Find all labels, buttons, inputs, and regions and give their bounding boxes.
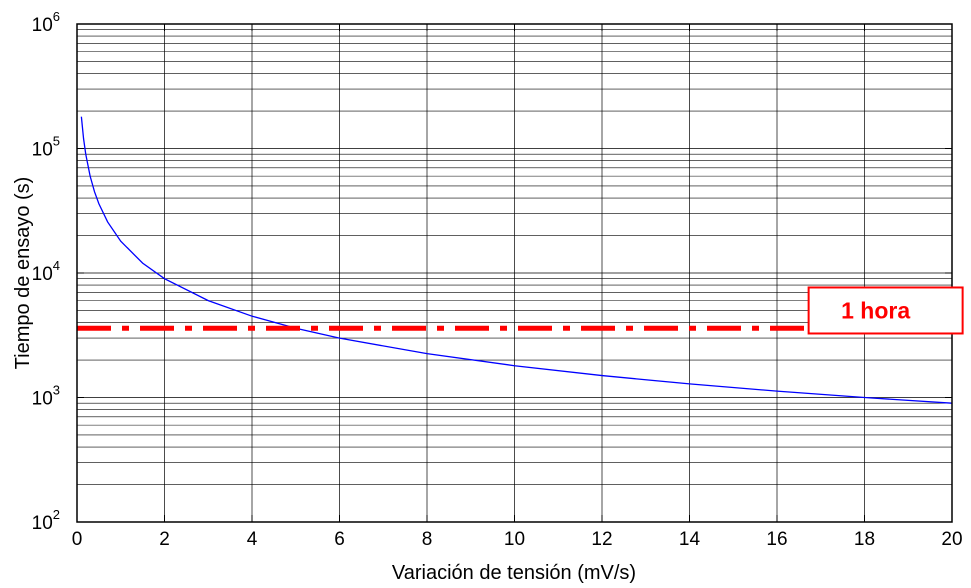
y-axis-label: Tiempo de ensayo (s) [12, 177, 34, 370]
x-tick-label: 8 [422, 529, 433, 550]
annotations: 1 hora [807, 286, 964, 335]
series-layer [77, 116, 953, 404]
x-tick-label: 6 [334, 529, 345, 550]
x-tick-label: 14 [679, 529, 701, 550]
x-tick-label: 18 [854, 529, 875, 550]
series-line-curve [80, 116, 953, 404]
x-axis-label: Variación de tensión (mV/s) [392, 562, 636, 584]
y-tick-label: 104 [32, 258, 60, 285]
x-tick-label: 16 [766, 529, 787, 550]
y-tick-label: 102 [32, 507, 60, 534]
x-tick-label: 2 [159, 529, 170, 550]
x-tick-label: 20 [941, 529, 962, 550]
y-tick-label: 106 [32, 9, 60, 36]
annotation-label: 1 hora [841, 297, 910, 323]
x-tick-label: 0 [72, 529, 83, 550]
x-tick-label: 4 [247, 529, 258, 550]
x-tick-label: 12 [591, 529, 612, 550]
x-tick-label: 10 [504, 529, 525, 550]
y-tick-label: 103 [32, 383, 60, 410]
annotation-box [807, 286, 964, 335]
grid [77, 24, 952, 522]
y-tick-label: 105 [32, 134, 60, 161]
ticks: 0 2 4 6 8 10 12 14 16 18 20 102 103 104 105 106 [32, 9, 963, 550]
